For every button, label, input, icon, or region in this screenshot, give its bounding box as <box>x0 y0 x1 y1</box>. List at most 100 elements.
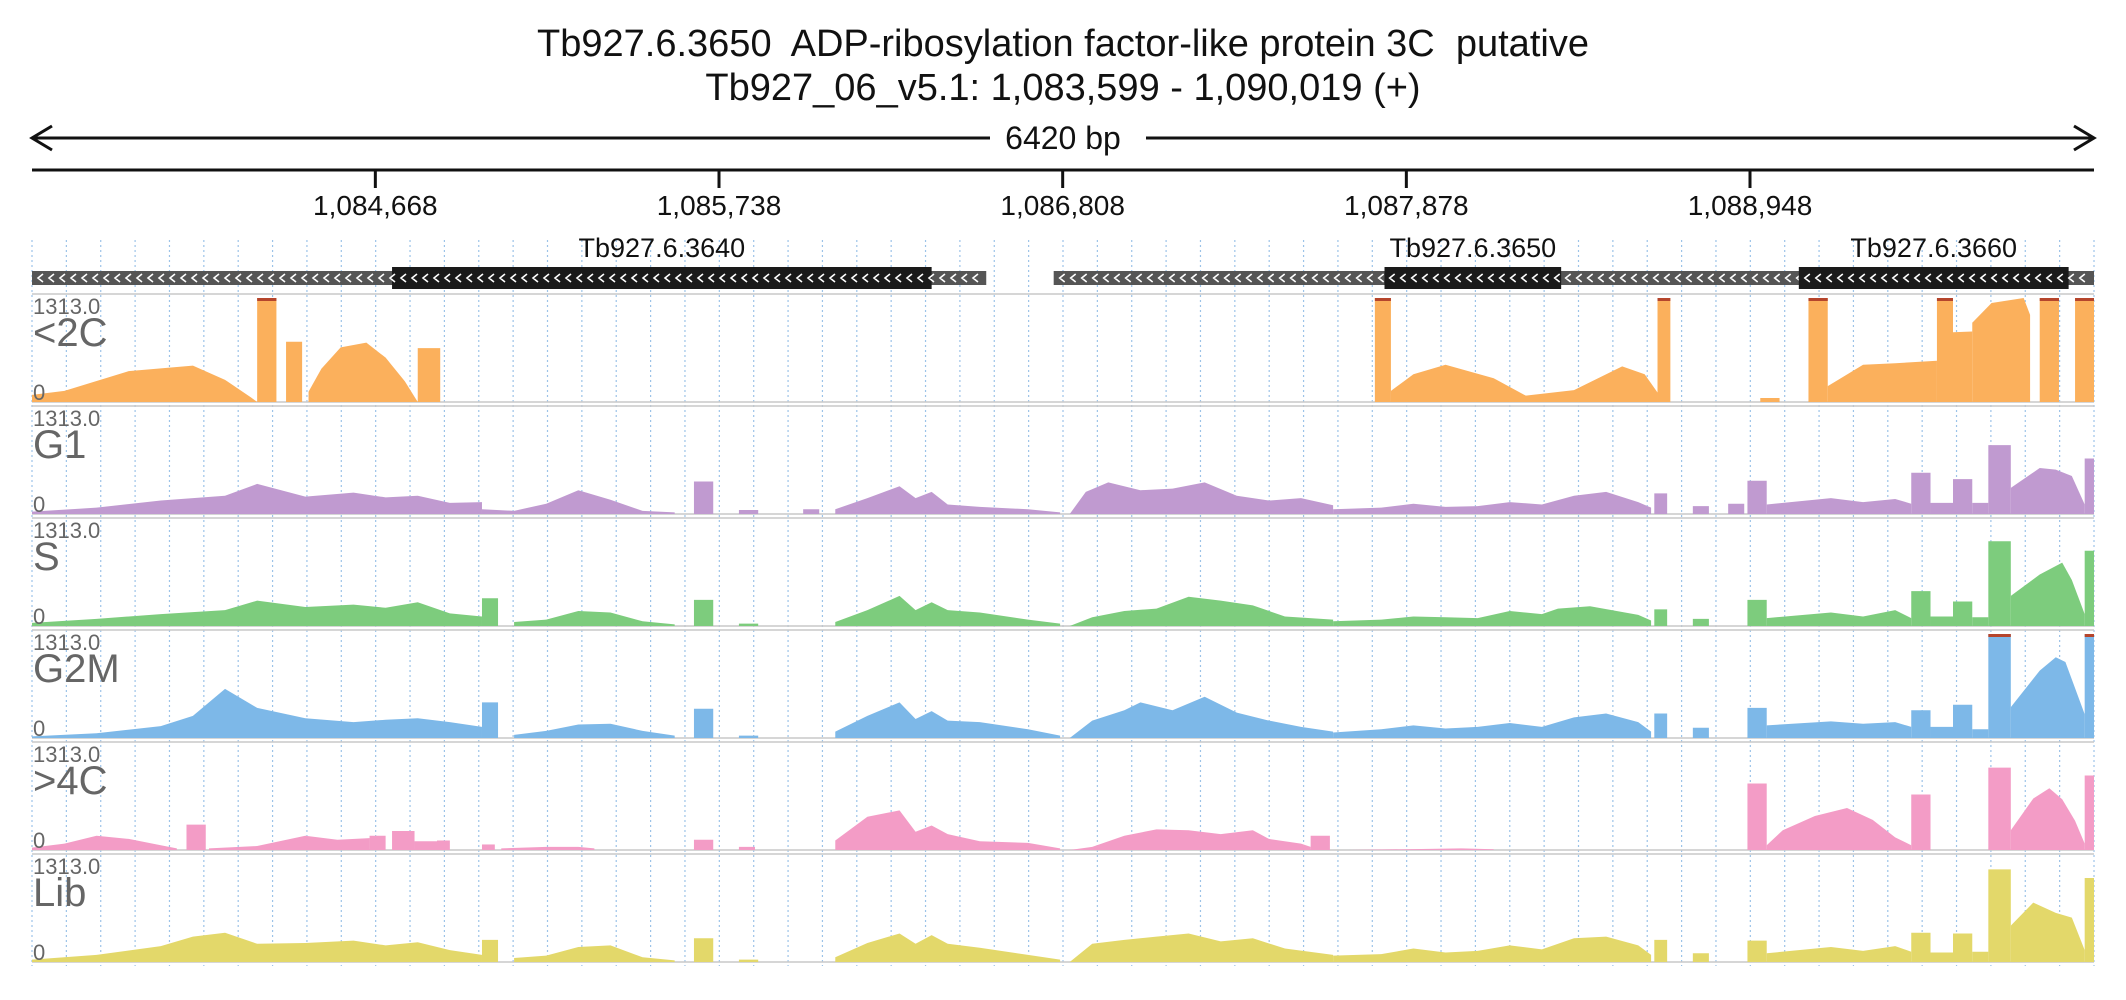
gene-label: Tb927.6.3650 <box>1390 233 1557 263</box>
coverage-area <box>738 623 759 626</box>
coverage-area <box>1988 869 2011 962</box>
coverage-area <box>1953 479 1973 514</box>
coverage-area <box>1988 541 2011 626</box>
coverage-area <box>2010 902 2085 962</box>
coverage-area <box>835 486 1061 514</box>
chart-title: Tb927.6.3650 ADP-ribosylation factor-lik… <box>0 22 2126 110</box>
coverage-area <box>1911 710 1931 738</box>
coverage-area <box>1936 298 1954 402</box>
track-name-label: G1 <box>33 423 86 467</box>
coverage-area <box>2084 458 2094 514</box>
coverage-area <box>1654 609 1668 626</box>
coverage-area <box>1827 360 1937 402</box>
gene-strand-chevrons <box>1058 273 1836 283</box>
coverage-area <box>1692 618 1709 626</box>
title-line-1: Tb927.6.3650 ADP-ribosylation factor-lik… <box>537 23 1589 65</box>
coverage-area <box>481 939 499 962</box>
coverage-area <box>2084 775 2094 850</box>
coverage-area <box>1333 491 1652 514</box>
coverage-area <box>1069 696 1334 738</box>
gene-models: Tb927.6.3640 Tb927.6.3650 Tb927.6.3660 <box>32 233 2094 289</box>
clip-marker <box>2084 634 2094 637</box>
coverage-area <box>738 959 759 962</box>
coverage-area <box>2075 298 2094 402</box>
coverage-area <box>32 365 258 402</box>
coverage-area <box>693 599 714 626</box>
coverage-area <box>738 735 759 738</box>
clip-marker <box>2075 298 2094 301</box>
span-arrow-right-head <box>2073 124 2097 152</box>
x-tick-label: 1,085,738 <box>657 190 782 221</box>
coverage-area <box>2039 298 2059 402</box>
coverage-area <box>1930 952 1954 962</box>
track-4c: 1313.0 0 >4C <box>32 741 2094 853</box>
coverage-area <box>835 810 1061 850</box>
coverage-area <box>308 342 418 402</box>
clip-marker <box>1808 298 1828 301</box>
x-tick-label: 1,084,668 <box>313 190 438 221</box>
coverage-area <box>392 830 415 850</box>
coverage-area <box>514 610 675 626</box>
coverage-area <box>803 509 820 514</box>
track-ymin-label: 0 <box>33 828 45 853</box>
coverage-area <box>2010 657 2085 738</box>
coordinate-ruler: 6420 bp <box>29 120 2097 172</box>
coverage-area <box>1728 503 1745 514</box>
coverage-area <box>514 723 675 738</box>
x-ticks: 1,084,668 1,085,738 1,086,808 1,087,878 1,08… <box>313 170 1812 221</box>
track-lib: 1313.0 0 Lib <box>32 853 2094 965</box>
coverage-area <box>1972 298 2031 402</box>
coverage-area <box>1069 933 1334 962</box>
coverage-area <box>1766 808 1912 850</box>
coverage-area <box>2084 550 2094 626</box>
coverage-area <box>481 702 499 738</box>
clip-marker <box>1374 298 1391 301</box>
coverage-area <box>1953 933 1973 962</box>
coverage-area <box>1654 939 1668 962</box>
track-ymin-label: 0 <box>33 492 45 517</box>
track-name-label: >4C <box>33 759 108 803</box>
coverage-area <box>437 840 450 850</box>
gene-cds <box>392 267 932 289</box>
coverage-area <box>481 844 495 850</box>
coverage-tracks: 1313.00<2C1313.00G11313.00S1313.00G2M131… <box>32 293 2094 965</box>
x-tick-label: 1,087,878 <box>1344 190 1469 221</box>
coverage-area <box>1988 445 2011 514</box>
gene-strand-chevrons <box>1803 273 2086 283</box>
coverage-area <box>32 483 482 514</box>
coverage-area <box>1972 502 1989 514</box>
clip-marker <box>1988 634 2011 637</box>
track-ymin-label: 0 <box>33 380 45 405</box>
coverage-area <box>32 835 177 850</box>
gene-strand-chevrons <box>36 273 979 283</box>
span-arrow-left-head <box>29 124 53 152</box>
coverage-area <box>1766 610 1912 626</box>
track-ymin-label: 0 <box>33 604 45 629</box>
coverage-area <box>1692 506 1709 514</box>
coverage-area <box>1766 721 1912 738</box>
coverage-area <box>2084 634 2094 738</box>
coverage-area <box>481 598 499 626</box>
coverage-area <box>1988 634 2011 738</box>
coverage-area <box>693 708 714 738</box>
coverage-area <box>501 846 595 850</box>
coverage-area <box>1972 951 1989 962</box>
coverage-area <box>738 510 759 514</box>
coverage-area <box>1654 713 1668 738</box>
coverage-area <box>738 846 755 850</box>
track-ymax-label: 1313.0 <box>33 406 100 431</box>
coverage-area <box>1390 364 1658 402</box>
coverage-area <box>693 839 714 850</box>
coverage-area <box>2010 468 2085 514</box>
track-s: 1313.0 0 S <box>32 517 2094 629</box>
track-name-label: <2C <box>33 311 108 355</box>
coverage-area <box>1069 829 1311 850</box>
gene-label: Tb927.6.3640 <box>579 233 746 263</box>
coverage-area <box>1911 472 1931 514</box>
coverage-area <box>1333 936 1652 962</box>
coverage-area <box>1692 727 1709 738</box>
track-ymax-label: 1313.0 <box>33 294 100 319</box>
coverage-area <box>286 341 303 402</box>
track-ymax-label: 1313.0 <box>33 630 100 655</box>
coverage-area <box>257 298 277 402</box>
